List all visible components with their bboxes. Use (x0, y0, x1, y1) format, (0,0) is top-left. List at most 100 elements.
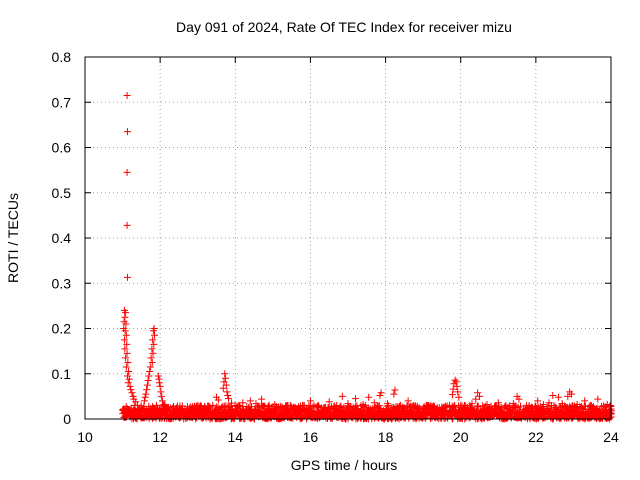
data-point (126, 382, 134, 390)
data-point (123, 349, 131, 357)
x-tick-label: 24 (603, 429, 619, 445)
data-point (123, 91, 131, 99)
data-point (214, 396, 222, 404)
data-point (549, 391, 557, 399)
data-point (252, 400, 260, 408)
data-point (146, 367, 154, 375)
data-point (228, 399, 236, 407)
data-point (194, 406, 202, 414)
data-point (534, 397, 542, 405)
y-tick-label: 0.5 (52, 185, 72, 201)
data-point (217, 403, 225, 411)
data-point (123, 168, 131, 176)
y-tick-label: 0.7 (52, 94, 72, 110)
data-point (397, 401, 405, 409)
data-points (119, 91, 615, 423)
data-point (123, 221, 131, 229)
data-point (132, 398, 140, 406)
data-point (365, 393, 373, 401)
data-point (209, 401, 217, 409)
data-point (152, 401, 160, 409)
data-point (160, 401, 168, 409)
data-point (352, 395, 360, 403)
data-point (140, 397, 148, 405)
data-point (186, 407, 194, 415)
data-point (412, 403, 420, 411)
data-point (239, 399, 247, 407)
data-point (137, 404, 145, 412)
data-point (148, 358, 156, 366)
data-point (376, 391, 384, 399)
data-point (451, 376, 459, 384)
x-tick-label: 18 (378, 429, 394, 445)
data-point (122, 309, 130, 317)
data-point (325, 398, 333, 406)
data-point (404, 397, 412, 405)
data-point (196, 402, 204, 410)
data-point (124, 379, 132, 387)
data-point (201, 404, 209, 412)
data-point (206, 403, 214, 411)
data-point (158, 392, 166, 400)
data-point (146, 363, 154, 371)
data-point (483, 401, 491, 409)
data-point (143, 381, 151, 389)
data-point (265, 401, 273, 409)
data-point (383, 400, 391, 408)
y-tick-label: 0.1 (52, 366, 72, 382)
data-point (449, 385, 457, 393)
data-point (127, 386, 135, 394)
data-point (223, 388, 231, 396)
data-point (419, 404, 427, 412)
data-point (516, 402, 524, 410)
data-point (219, 384, 227, 392)
data-point (515, 395, 523, 403)
data-point (564, 392, 572, 400)
data-point (344, 400, 352, 408)
data-point (156, 382, 164, 390)
data-point (120, 336, 128, 344)
data-point (258, 395, 266, 403)
data-point (338, 392, 346, 400)
x-tick-label: 12 (152, 429, 168, 445)
data-point (221, 370, 229, 378)
data-point (125, 375, 133, 383)
data-point (121, 413, 129, 421)
y-tick-label: 0.2 (52, 321, 72, 337)
data-point (171, 406, 179, 414)
data-point (125, 367, 133, 375)
data-point (573, 401, 581, 409)
y-tick-label: 0 (63, 411, 71, 427)
data-point (353, 405, 361, 413)
data-point (581, 397, 589, 405)
data-point (119, 406, 127, 414)
data-point (122, 331, 130, 339)
data-point (558, 400, 566, 408)
chart-title: Day 091 of 2024, Rate Of TEC Index for r… (176, 19, 512, 35)
data-point (509, 400, 517, 408)
data-point (177, 413, 185, 421)
data-point (457, 414, 465, 422)
y-tick-label: 0.6 (52, 140, 72, 156)
data-point (148, 345, 156, 353)
data-point (375, 402, 383, 410)
data-point (248, 403, 256, 411)
data-point (594, 395, 602, 403)
data-point (158, 397, 166, 405)
data-point (284, 401, 292, 409)
data-point (222, 381, 230, 389)
data-point (144, 377, 152, 385)
data-point (545, 399, 553, 407)
data-point (150, 340, 158, 348)
x-tick-label: 16 (303, 429, 319, 445)
data-point (474, 389, 482, 397)
data-point (147, 354, 155, 362)
x-axis-title: GPS time / hours (291, 457, 398, 473)
data-point (123, 273, 131, 281)
data-point (359, 401, 367, 409)
data-point (460, 401, 468, 409)
data-point (336, 402, 344, 410)
data-point (468, 400, 476, 408)
data-point (502, 401, 510, 409)
